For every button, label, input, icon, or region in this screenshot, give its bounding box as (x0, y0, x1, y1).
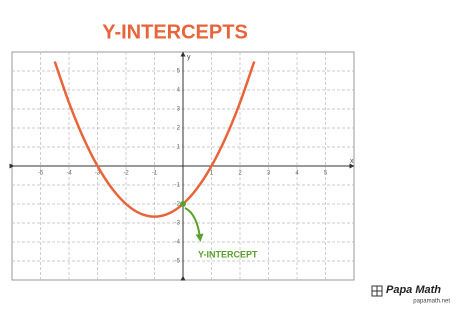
y-tick-label: -2 (175, 202, 181, 208)
y-axis-label: y (187, 54, 191, 61)
curve (53, 61, 256, 218)
y-tick-label: -4 (175, 240, 181, 246)
y-tick-label: 5 (177, 69, 181, 75)
x-tick-label: -5 (38, 171, 44, 177)
x-tick-label: -1 (152, 171, 158, 177)
x-tick-label: -2 (123, 171, 129, 177)
y-tick-label: 2 (177, 126, 181, 132)
x-tick-label: 2 (238, 171, 242, 177)
x-tick-label: 4 (295, 171, 299, 177)
x-tick-label: 1 (210, 171, 214, 177)
y-tick-label: 1 (177, 145, 181, 151)
y-tick-label: -5 (175, 259, 181, 265)
x-tick-label: 5 (324, 171, 328, 177)
annotation-label: Y-INTERCEPT (198, 249, 258, 259)
logo: Papa Math papamath.net (371, 284, 450, 305)
brand-name: Papa Math (386, 284, 441, 296)
y-tick-label: -1 (175, 183, 181, 189)
annotation-arrow (184, 207, 204, 242)
x-tick-label: -3 (95, 171, 101, 177)
x-tick-label: 3 (267, 171, 271, 177)
y-tick-label: 3 (177, 107, 181, 113)
x-axis-label: x (350, 158, 354, 165)
brand-site: papamath.net (413, 299, 450, 305)
y-tick-label: -3 (175, 221, 181, 227)
y-intercept-point (180, 201, 186, 207)
y-tick-label: 4 (177, 88, 181, 94)
chart-title: Y-INTERCEPTS (102, 21, 248, 43)
x-tick-label: -4 (66, 171, 72, 177)
